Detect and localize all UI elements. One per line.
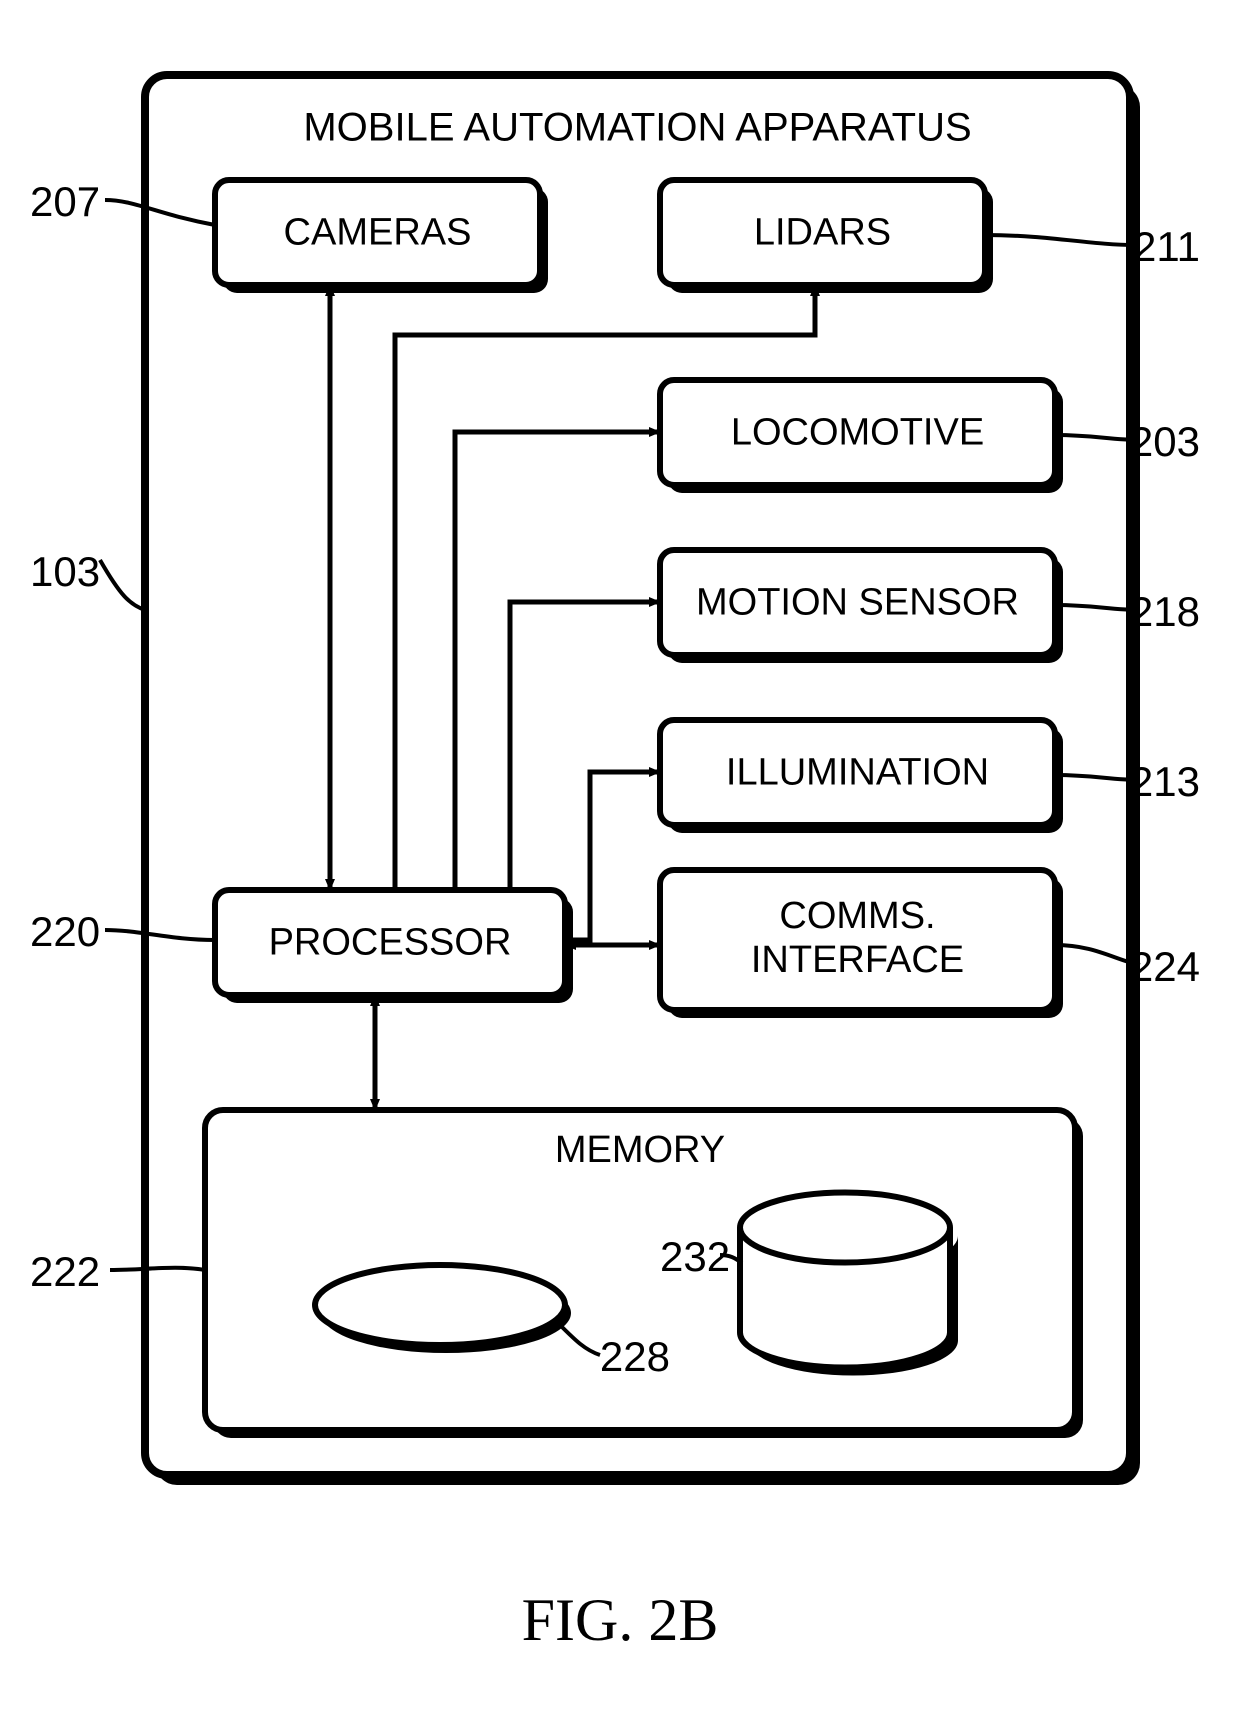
motion-box: MOTION SENSOR [660, 550, 1063, 663]
locomotive-box: LOCOMOTIVE [660, 380, 1063, 493]
svg-text:MEMORY: MEMORY [555, 1129, 725, 1171]
svg-text:MOTION SENSOR: MOTION SENSOR [696, 582, 1019, 624]
processor-box: PROCESSOR [215, 890, 573, 1003]
diagram-title: MOBILE AUTOMATION APPARATUS [303, 106, 971, 150]
memory-disc [315, 1265, 571, 1353]
svg-text:CAMERAS: CAMERAS [284, 212, 472, 254]
ref-207: 207 [30, 178, 100, 225]
svg-text:COMMS.: COMMS. [779, 895, 935, 937]
ref-203: 203 [1130, 418, 1200, 465]
ref-232: 232 [660, 1233, 730, 1280]
cameras-box: CAMERAS [215, 180, 548, 293]
svg-text:ILLUMINATION: ILLUMINATION [726, 752, 989, 794]
ref-224: 224 [1130, 943, 1200, 990]
svg-text:LIDARS: LIDARS [754, 212, 891, 254]
ref-103: 103 [30, 548, 100, 595]
ref-211: 211 [1133, 223, 1200, 270]
svg-text:INTERFACE: INTERFACE [751, 939, 964, 981]
svg-text:LOCOMOTIVE: LOCOMOTIVE [731, 412, 984, 454]
illum-box: ILLUMINATION [660, 720, 1063, 833]
comms-box: COMMS.INTERFACE [660, 870, 1063, 1018]
lidars-box: LIDARS [660, 180, 993, 293]
ref-220: 220 [30, 908, 100, 955]
ref-213: 213 [1130, 758, 1200, 805]
ref-228: 228 [600, 1333, 670, 1380]
figure-caption: FIG. 2B [522, 1587, 719, 1653]
leader-222 [110, 1268, 205, 1270]
svg-text:PROCESSOR: PROCESSOR [269, 922, 512, 964]
memory-cylinder [740, 1193, 958, 1376]
ref-222: 222 [30, 1248, 100, 1295]
ref-218: 218 [1130, 588, 1200, 635]
